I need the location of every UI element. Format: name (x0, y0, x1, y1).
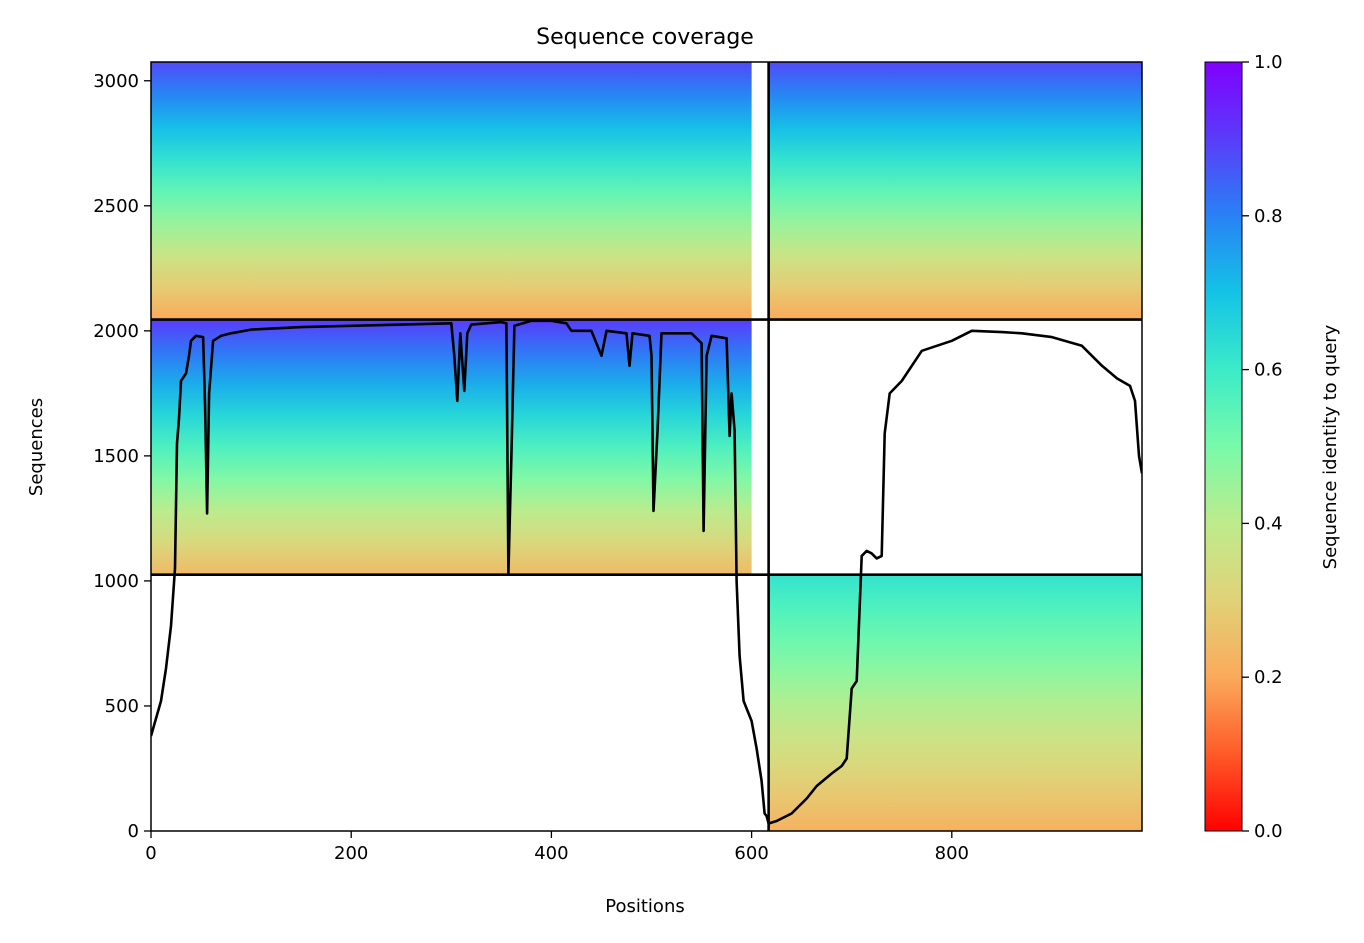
y-tick-label: 0 (128, 821, 139, 842)
x-tick-label: 800 (935, 843, 969, 864)
x-tick-label: 200 (334, 843, 368, 864)
x-tick-label: 400 (534, 843, 568, 864)
y-tick-label: 2500 (93, 196, 139, 217)
coverage-blocks (151, 62, 1142, 831)
colorbar-tick-label: 0.2 (1254, 667, 1283, 688)
coverage-line-0 (151, 319, 1142, 825)
block-lower-right (768, 574, 1142, 831)
colorbar-ticks: 0.0 0.2 0.4 0.6 0.8 1.0 (1242, 52, 1283, 842)
x-axis-label: Positions (605, 896, 684, 917)
y-tick-label: 1000 (93, 571, 139, 592)
block-dividers (151, 62, 1142, 831)
colorbar-tick-label: 1.0 (1254, 52, 1283, 73)
y-tick-label: 1500 (93, 446, 139, 467)
block-upper-left (151, 62, 752, 320)
colorbar-label: Sequence identity to query (1320, 324, 1341, 569)
colorbar-tick-label: 0.8 (1254, 206, 1283, 227)
chart-title: Sequence coverage (536, 25, 754, 50)
colorbar (1204, 61, 1243, 832)
y-tick-label: 3000 (93, 71, 139, 92)
x-tick-label: 600 (734, 843, 768, 864)
plot-frame (150, 61, 1143, 832)
block-upper-right (768, 62, 1142, 320)
x-tick-label: 0 (145, 843, 156, 864)
x-axis: 0 200 400 600 800 (145, 831, 969, 864)
coverage-line-layer (151, 319, 1142, 825)
y-axis: 0 500 1000 1500 2000 2500 3000 (93, 71, 151, 842)
y-tick-label: 2000 (93, 321, 139, 342)
colorbar-tick-label: 0.6 (1254, 360, 1283, 381)
colorbar-tick-label: 0.0 (1254, 821, 1283, 842)
y-tick-label: 500 (105, 696, 139, 717)
colorbar-tick-label: 0.4 (1254, 513, 1283, 534)
y-axis-label: Sequences (26, 398, 47, 496)
